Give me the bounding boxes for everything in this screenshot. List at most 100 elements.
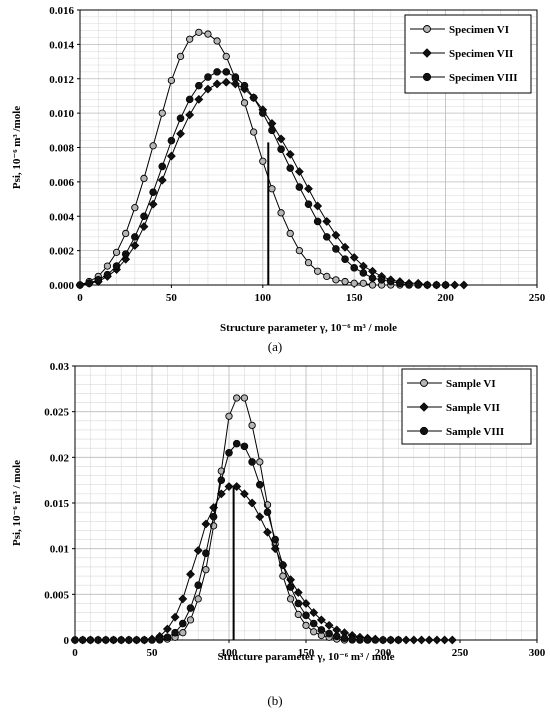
data-point — [213, 37, 221, 45]
x-tick-label: 50 — [147, 647, 159, 659]
data-point — [302, 611, 310, 620]
data-point — [149, 188, 157, 196]
data-point — [371, 636, 380, 644]
data-point — [423, 281, 432, 289]
data-point — [331, 230, 341, 240]
data-point — [340, 242, 350, 252]
data-point — [176, 52, 185, 61]
data-point — [263, 527, 272, 537]
data-point — [195, 81, 203, 90]
data-point — [295, 183, 304, 191]
chart-a: 0 50 100 150 200 250 0.000 0.002 0.004 0.006 0.008… — [11, 5, 546, 354]
x-tick-label: 250 — [529, 292, 546, 304]
x-tick-label: 0 — [72, 647, 78, 659]
data-point — [340, 634, 349, 642]
data-point — [304, 184, 313, 194]
data-point — [204, 30, 212, 38]
data-point — [86, 636, 95, 644]
data-point — [386, 636, 395, 644]
data-point — [162, 624, 172, 634]
data-point — [221, 77, 231, 87]
data-point — [348, 635, 357, 643]
data-point — [432, 635, 442, 645]
x-tick-label: 100 — [255, 292, 272, 304]
data-point — [195, 28, 203, 36]
data-point — [78, 636, 87, 644]
data-point — [341, 255, 349, 264]
data-point — [149, 142, 157, 150]
data-point — [186, 35, 194, 43]
legend-swatch-marker — [419, 426, 429, 436]
data-point — [286, 583, 295, 591]
data-point — [341, 277, 349, 286]
data-point — [103, 262, 112, 270]
data-point — [255, 480, 264, 489]
y-tick-label: 0.005 — [44, 589, 69, 601]
data-point — [131, 204, 139, 212]
data-point — [301, 599, 311, 608]
data-point — [356, 636, 364, 644]
data-point — [396, 279, 404, 288]
data-point — [249, 93, 258, 102]
series-3 — [76, 68, 450, 289]
x-tick-label: 150 — [298, 647, 315, 659]
y-tick-label: 0.025 — [44, 407, 69, 419]
y-tick-label: 0.016 — [49, 5, 74, 17]
data-point — [167, 136, 176, 145]
data-point — [247, 498, 257, 508]
data-point — [324, 620, 334, 630]
data-point — [386, 277, 395, 286]
y-tick-label: 0.012 — [49, 74, 74, 86]
series-line — [79, 81, 464, 286]
data-point — [459, 280, 469, 290]
data-point — [239, 489, 249, 499]
data-point — [259, 157, 267, 165]
data-point — [313, 267, 322, 275]
data-point — [194, 595, 202, 603]
data-point — [240, 442, 249, 451]
x-tick-label: 300 — [529, 647, 546, 659]
data-point — [322, 233, 331, 241]
data-point — [185, 110, 195, 120]
data-point — [332, 245, 340, 253]
y-tick-label: 0 — [64, 635, 70, 647]
legend: Specimen VI Specimen VII Specimen VIII — [404, 14, 532, 94]
data-point — [294, 167, 304, 176]
data-point — [103, 270, 112, 279]
data-point — [401, 635, 411, 645]
y-tick-label: 0.004 — [49, 211, 74, 223]
data-point — [194, 581, 202, 590]
data-point — [176, 114, 185, 123]
data-point — [179, 629, 187, 637]
x-tick-label: 200 — [375, 647, 392, 659]
data-point — [186, 604, 195, 612]
chart-b: 0 50 100 150 200 250 300 0 0.005 0.01 0.015 0.02 0.0… — [11, 361, 546, 708]
y-tick-label: 0.01 — [50, 544, 69, 556]
data-point — [394, 636, 403, 644]
data-point — [368, 266, 377, 276]
data-point — [102, 636, 110, 644]
data-point — [294, 599, 303, 608]
data-point — [450, 280, 460, 290]
y-tick-label: 0.006 — [49, 177, 74, 189]
data-point — [71, 636, 79, 644]
data-point — [139, 222, 149, 231]
data-point — [405, 281, 413, 289]
data-point — [417, 635, 426, 645]
data-point — [202, 566, 210, 574]
x-tick-label: 200 — [437, 292, 454, 304]
data-point — [359, 279, 367, 287]
data-point — [217, 476, 226, 484]
data-point — [131, 233, 139, 241]
data-point — [317, 626, 326, 634]
data-point — [349, 253, 359, 262]
data-point — [203, 84, 213, 94]
data-point — [309, 619, 318, 628]
data-point — [316, 615, 326, 625]
y-tick-label: 0.002 — [49, 246, 74, 258]
data-point — [225, 448, 233, 457]
legend-swatch-marker — [423, 25, 431, 33]
legend-swatch-marker — [422, 72, 432, 82]
x-tick-label: 50 — [166, 292, 178, 304]
